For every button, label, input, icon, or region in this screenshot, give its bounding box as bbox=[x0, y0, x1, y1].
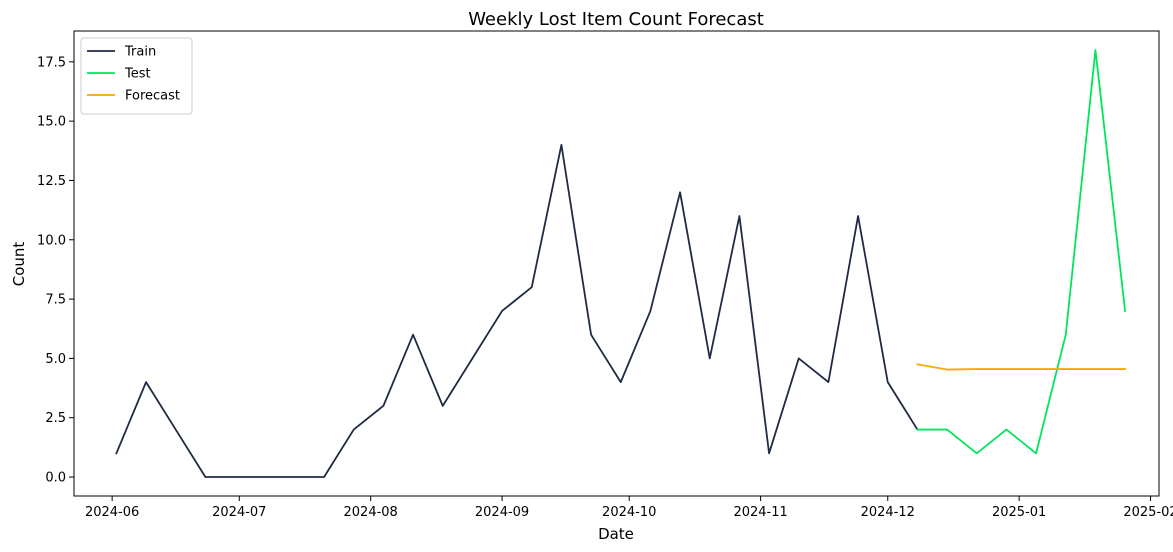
legend-label: Train bbox=[124, 45, 156, 60]
x-axis-title: Date bbox=[598, 525, 634, 543]
chart-title: Weekly Lost Item Count Forecast bbox=[468, 9, 764, 30]
x-tick-label: 2024-07 bbox=[212, 505, 266, 520]
x-tick-label: 2024-08 bbox=[344, 505, 398, 520]
series-layer bbox=[115, 49, 1127, 478]
series-line-test bbox=[916, 49, 1127, 455]
y-tick-label: 5.0 bbox=[45, 352, 66, 367]
y-tick-label: 12.5 bbox=[37, 174, 66, 189]
legend-label: Test bbox=[124, 67, 151, 82]
y-tick-label: 17.5 bbox=[37, 55, 66, 70]
y-axis: 0.0 2.5 5.0 7.5 10.0 12.5 15.0 17.5 bbox=[37, 55, 74, 486]
series-line-forecast bbox=[916, 363, 1126, 371]
x-tick-label: 2025-01 bbox=[992, 505, 1046, 520]
x-tick-label: 2024-11 bbox=[733, 505, 787, 520]
y-tick-label: 2.5 bbox=[45, 411, 66, 426]
x-tick-label: 2024-06 bbox=[85, 505, 139, 520]
x-tick-label: 2024-10 bbox=[602, 505, 656, 520]
y-tick-label: 10.0 bbox=[37, 233, 66, 248]
legend: Train Test Forecast bbox=[80, 37, 193, 115]
y-tick-label: 15.0 bbox=[37, 115, 66, 130]
y-tick-label: 0.0 bbox=[45, 471, 66, 486]
plot-frame bbox=[73, 30, 1160, 497]
x-tick-label: 2024-12 bbox=[861, 505, 915, 520]
legend-label: Forecast bbox=[125, 89, 180, 104]
x-tick-label: 2024-09 bbox=[475, 505, 529, 520]
x-axis: 2024-06 2024-07 2024-08 2024-09 2024-10 2024-… bbox=[85, 496, 1173, 520]
y-axis-title: Count bbox=[10, 242, 28, 287]
y-tick-label: 7.5 bbox=[45, 293, 66, 308]
series-line-train bbox=[115, 143, 919, 478]
x-tick-label: 2025-02 bbox=[1123, 505, 1173, 520]
